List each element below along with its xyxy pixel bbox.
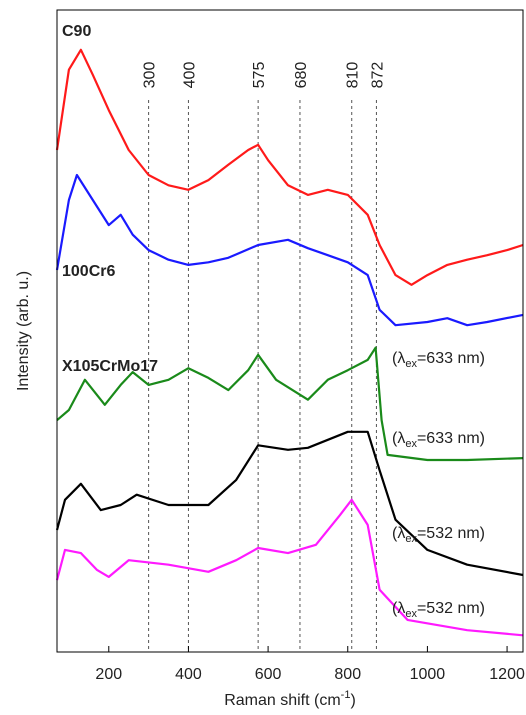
excitation-label: (λex=532 nm) <box>392 600 485 620</box>
spectrum-line <box>55 48 524 286</box>
curve-label: 100Cr6 <box>62 263 115 280</box>
x-axis-label: Raman shift (cm-1) <box>224 689 356 709</box>
spectrum-line <box>55 430 524 577</box>
excitation-suffix: =633 nm) <box>417 350 485 367</box>
peak-label: 575 <box>251 62 268 89</box>
excitation-prefix: (λ <box>392 525 405 542</box>
excitation-subscript: ex <box>405 438 417 450</box>
excitation-prefix: (λ <box>392 600 405 617</box>
excitation-suffix: =633 nm) <box>417 430 485 447</box>
excitation-prefix: (λ <box>392 430 405 447</box>
x-axis-label-text: Raman shift (cm <box>224 692 340 709</box>
excitation-label: (λex=532 nm) <box>392 525 485 545</box>
x-tick-label: 1200 <box>489 666 525 683</box>
y-axis-label: Intensity (arb. u.) <box>15 271 32 391</box>
x-axis-label-sup: -1 <box>341 689 351 701</box>
peak-label: 810 <box>345 62 362 89</box>
curve-label: X105CrMo17 <box>62 358 158 375</box>
excitation-label: (λex=633 nm) <box>392 430 485 450</box>
peak-label: 400 <box>181 62 198 89</box>
excitation-prefix: (λ <box>392 350 405 367</box>
x-tick-label: 800 <box>334 666 361 683</box>
x-tick-label: 600 <box>255 666 282 683</box>
excitation-label: (λex=633 nm) <box>392 350 485 370</box>
x-tick-label: 1000 <box>410 666 446 683</box>
spectrum-line <box>55 173 524 327</box>
excitation-suffix: =532 nm) <box>417 525 485 542</box>
excitation-suffix: =532 nm) <box>417 600 485 617</box>
x-tick-label: 200 <box>95 666 122 683</box>
peak-label: 872 <box>369 62 386 89</box>
curve-label: C90 <box>62 23 91 40</box>
excitation-subscript: ex <box>405 608 417 620</box>
x-tick-label: 400 <box>175 666 202 683</box>
plot-frame <box>56 9 524 653</box>
spectrum-line <box>56 346 524 462</box>
peak-label: 680 <box>293 62 310 89</box>
x-axis-label-suffix: ) <box>350 692 355 709</box>
peak-label: 300 <box>142 62 159 89</box>
excitation-subscript: ex <box>405 533 417 545</box>
spectrum-line <box>55 498 524 637</box>
excitation-subscript: ex <box>405 358 417 370</box>
